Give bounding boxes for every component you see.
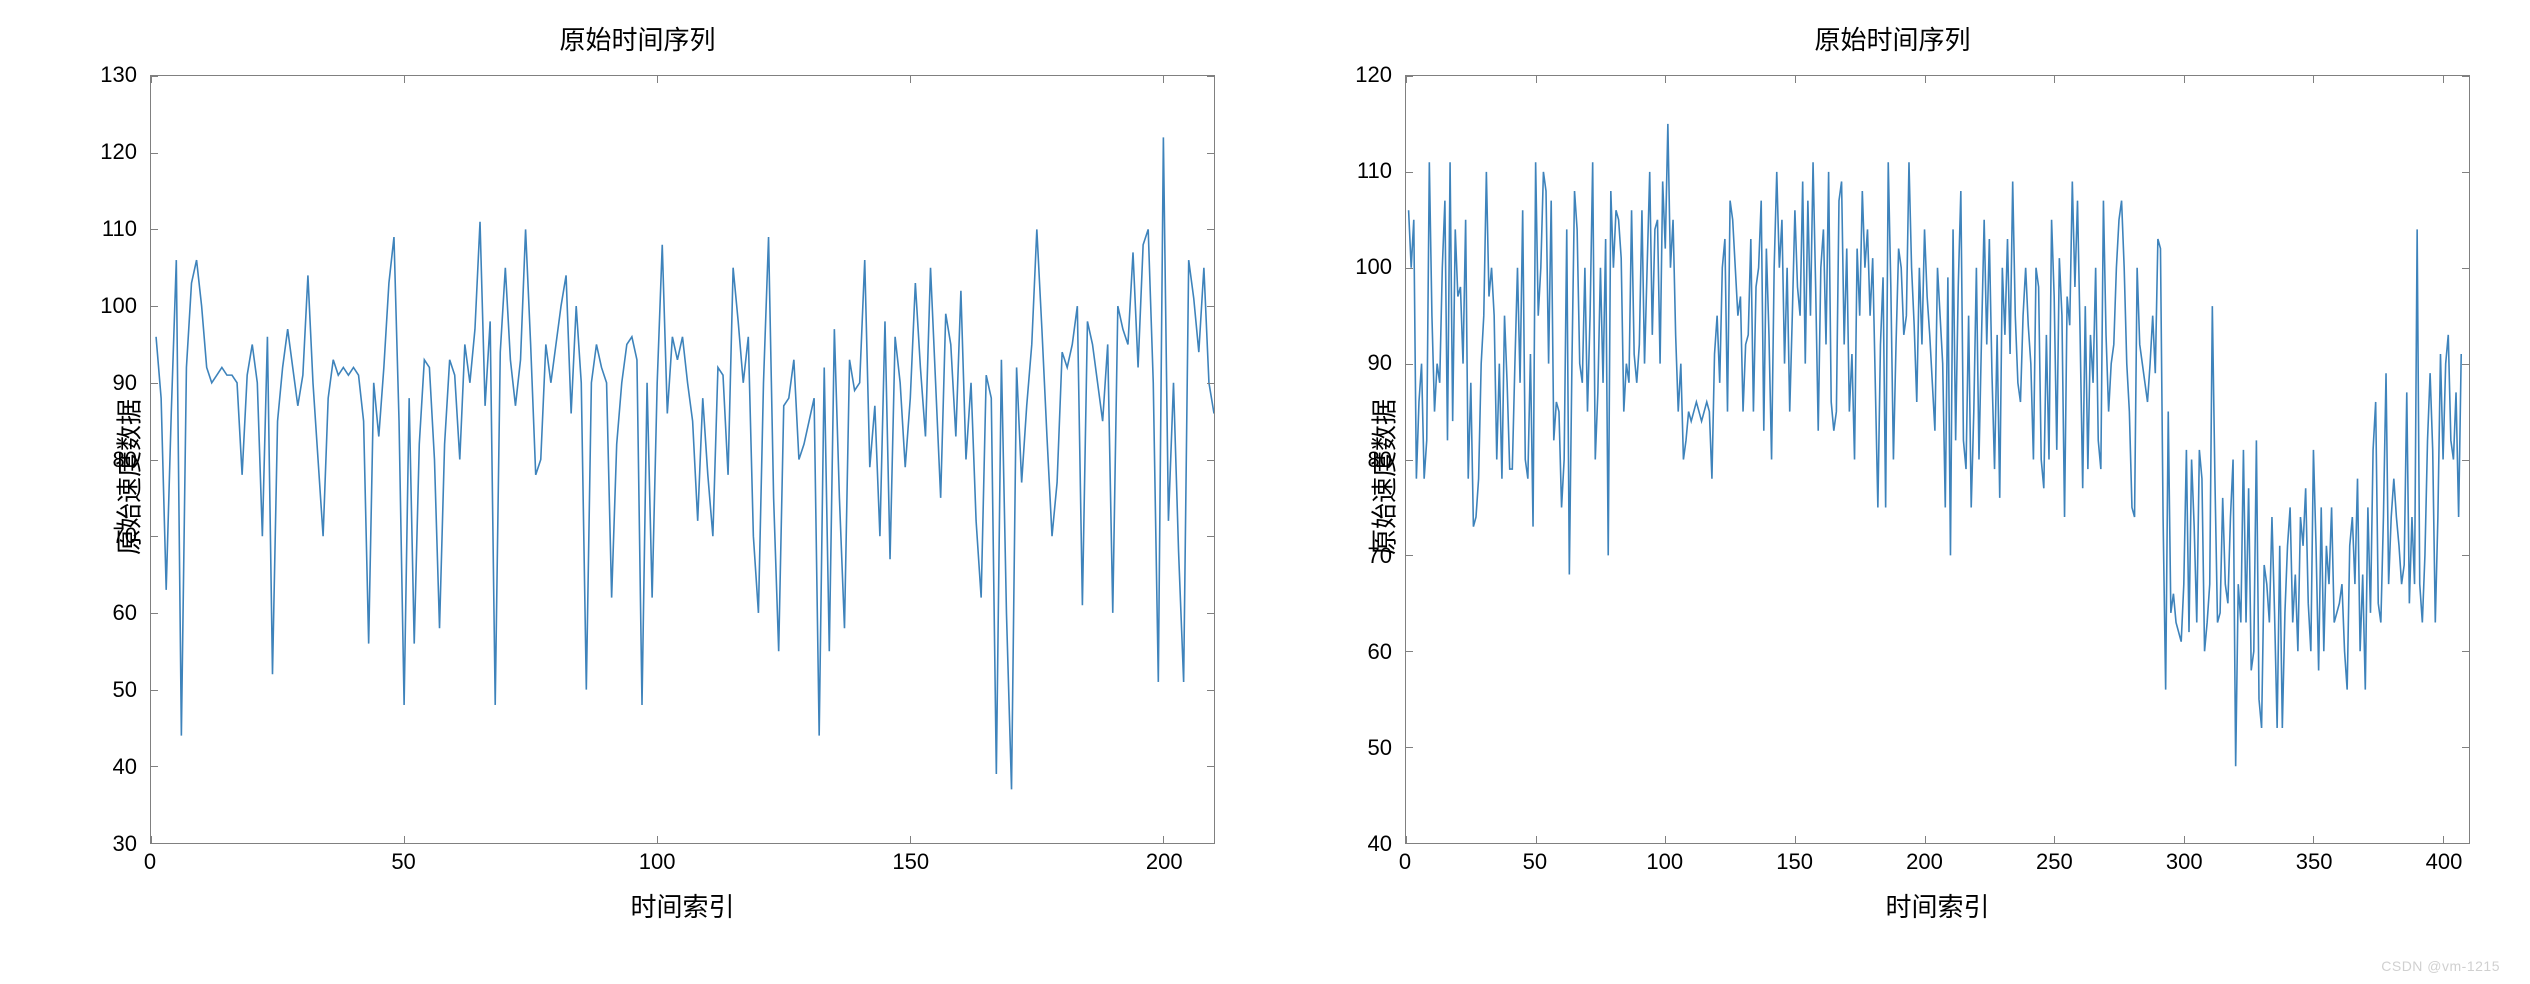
line-series — [1406, 76, 2469, 843]
chart-left: 原始时间序列 原始速度数据 30405060708090100110120130… — [40, 20, 1235, 934]
y-ticks: 405060708090100110120 — [1295, 75, 1400, 844]
x-tick-label: 0 — [1399, 849, 1411, 875]
x-tick-label: 250 — [2036, 849, 2073, 875]
y-tick-label: 30 — [113, 831, 137, 857]
x-tick-label: 100 — [1646, 849, 1683, 875]
x-ticks: 050100150200250300350400 — [1405, 849, 2470, 879]
y-tick-label: 100 — [1355, 254, 1392, 280]
x-tick-label: 0 — [144, 849, 156, 875]
x-tick-label: 50 — [1523, 849, 1547, 875]
y-ticks: 30405060708090100110120130 — [40, 75, 145, 844]
x-axis-label: 时间索引 — [150, 887, 1215, 924]
y-tick-label: 80 — [1368, 447, 1392, 473]
plot-area — [150, 75, 1215, 844]
charts-container: 原始时间序列 原始速度数据 30405060708090100110120130… — [0, 0, 2530, 984]
x-axis-label: 时间索引 — [1405, 887, 2470, 924]
y-tick-label: 40 — [113, 754, 137, 780]
x-tick-label: 150 — [892, 849, 929, 875]
y-tick-label: 80 — [113, 447, 137, 473]
y-tick-label: 110 — [1357, 158, 1392, 184]
y-tick-label: 90 — [113, 370, 137, 396]
x-tick-label: 300 — [2166, 849, 2203, 875]
x-ticks: 050100150200 — [150, 849, 1215, 879]
y-tick-label: 40 — [1368, 831, 1392, 857]
y-tick-label: 70 — [113, 523, 137, 549]
plot-area — [1405, 75, 2470, 844]
y-tick-label: 70 — [1368, 543, 1392, 569]
y-tick-label: 110 — [102, 216, 137, 242]
chart-right: 原始时间序列 原始速度数据 405060708090100110120 0501… — [1295, 20, 2490, 934]
y-tick-label: 60 — [113, 600, 137, 626]
x-tick-label: 100 — [639, 849, 676, 875]
chart-title: 原始时间序列 — [1295, 20, 2490, 57]
line-series — [151, 76, 1214, 843]
y-tick-label: 60 — [1368, 639, 1392, 665]
y-tick-label: 120 — [1355, 62, 1392, 88]
x-tick-label: 350 — [2296, 849, 2333, 875]
watermark: CSDN @vm-1215 — [2381, 958, 2500, 974]
y-tick-label: 50 — [1368, 735, 1392, 761]
chart-title: 原始时间序列 — [40, 20, 1235, 57]
x-tick-label: 400 — [2426, 849, 2463, 875]
y-tick-label: 120 — [100, 139, 137, 165]
y-tick-label: 130 — [100, 62, 137, 88]
y-tick-label: 90 — [1368, 350, 1392, 376]
y-tick-label: 100 — [100, 293, 137, 319]
x-tick-label: 200 — [1906, 849, 1943, 875]
y-tick-label: 50 — [113, 677, 137, 703]
x-tick-label: 200 — [1146, 849, 1183, 875]
x-tick-label: 50 — [391, 849, 415, 875]
x-tick-label: 150 — [1776, 849, 1813, 875]
